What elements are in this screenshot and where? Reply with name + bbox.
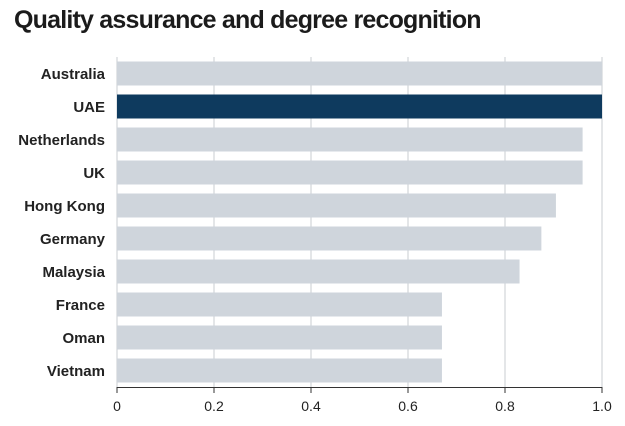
category-label: Germany [40,231,106,248]
x-tick-label: 0.2 [204,398,224,414]
x-tick-label: 0.6 [398,398,418,414]
bar-france [117,292,442,317]
x-tick-label: 0 [113,398,121,414]
category-label: Vietnam [47,363,105,380]
bar-malaysia [117,259,520,284]
bar-vietnam [117,358,442,383]
category-label: Hong Kong [24,198,105,215]
bar-netherlands [117,127,583,152]
x-tick-label: 1.0 [592,398,612,414]
x-axis: 0 0.2 0.4 0.6 0.8 1.0 [113,387,612,414]
category-label: Australia [41,66,106,83]
bar-oman [117,325,442,350]
category-label: UK [83,165,105,182]
category-labels: Australia UAE Netherlands UK Hong Kong German… [18,66,105,380]
x-tick-label: 0.4 [301,398,321,414]
x-tick-label: 0.8 [495,398,515,414]
bars [117,61,602,383]
bar-germany [117,226,542,251]
bar-hong-kong [117,193,556,218]
chart-title: Quality assurance and degree recognition [14,6,482,34]
category-label: UAE [73,99,105,116]
bar-uk [117,160,583,185]
category-label: Malaysia [42,264,105,281]
category-label: Oman [62,330,105,347]
category-label: France [56,297,105,314]
bar-uae [117,94,602,119]
bar-australia [117,61,602,86]
category-label: Netherlands [18,132,105,149]
